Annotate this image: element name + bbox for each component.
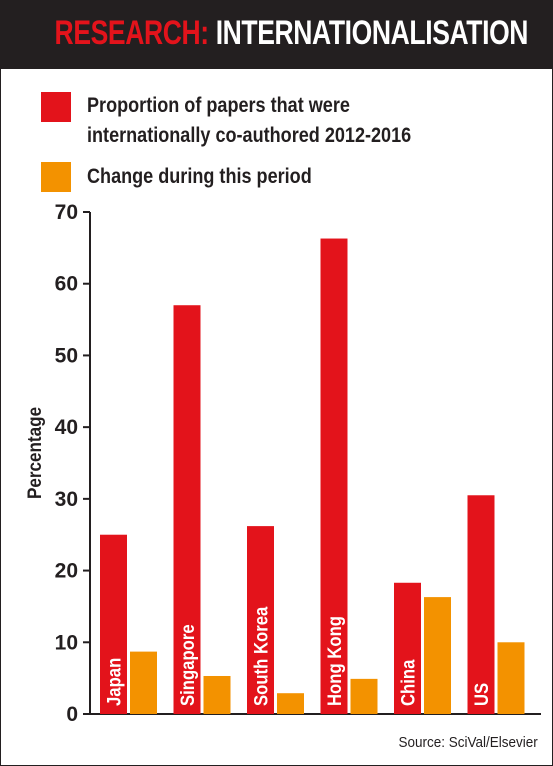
legend-label-change: Change during this period [87,165,312,188]
bar-proportion-japan [100,534,127,714]
y-tick-label-0: 0 [66,703,78,726]
category-label-china: China [398,659,419,706]
y-axis-title: Percentage [24,407,45,499]
bar-proportion-hong-kong [320,238,348,714]
source-note: Source: SciVal/Elsevier [398,734,538,751]
legend-swatch-orange [41,162,71,192]
y-tick-label-40: 40 [55,416,78,439]
bar-change-hong-kong [350,678,378,714]
legend-swatch-red [41,92,71,122]
y-tick-label-30: 30 [55,488,78,511]
y-tick-label-10: 10 [55,631,78,654]
chart-title: RESEARCH: INTERNATIONALISATION [54,13,528,53]
header-bar: RESEARCH: INTERNATIONALISATION [1,1,552,69]
category-label-south-korea: South Korea [251,606,272,706]
category-label-hong-kong: Hong Kong [324,616,345,706]
bar-proportion-singapore [173,305,201,714]
y-tick-label-60: 60 [55,273,78,296]
category-label-singapore: Singapore [177,624,198,706]
title-main: INTERNATIONALISATION [215,14,529,52]
category-label-japan: Japan [104,658,125,706]
bar-proportion-china [394,582,421,714]
bar-change-south-korea [277,693,304,714]
bar-change-japan [130,651,157,714]
bar-change-china [424,597,451,714]
legend-label-proportion-line2: internationally co-authored 2012-2016 [87,124,412,147]
category-label-us: US [471,683,492,706]
bar-proportion-us [467,495,495,714]
title-prefix: RESEARCH: [54,14,209,52]
y-tick-label-20: 20 [55,560,78,583]
bar-proportion-south-korea [247,526,274,714]
bar-change-singapore [203,675,231,714]
bar-change-us [497,642,525,714]
y-tick-label-70: 70 [55,201,78,224]
y-tick-label-50: 50 [55,344,78,367]
legend-label-proportion-line1: Proportion of papers that were [87,94,350,117]
